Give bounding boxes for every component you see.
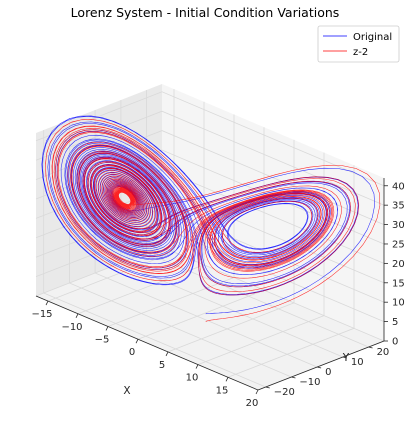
- x-tick-label: 5: [159, 360, 165, 371]
- x-tick-mark: [255, 389, 259, 395]
- y-tick-mark: [368, 346, 373, 349]
- y-tick-mark: [317, 366, 322, 369]
- grid-line-z: [35, 246, 385, 342]
- x-tick-label: −5: [95, 334, 110, 345]
- x-tick-label: 0: [129, 347, 135, 358]
- legend-box: [317, 25, 400, 63]
- series-line-z-2: [45, 119, 381, 322]
- chart-title: Lorenz System - Initial Condition Variat…: [71, 5, 340, 20]
- x-tick-mark: [225, 377, 229, 382]
- x-tick-mark: [105, 326, 109, 331]
- z-tick-label: 40: [392, 181, 405, 192]
- floor-pane: [36, 247, 384, 390]
- z-tick-label: 30: [392, 220, 405, 231]
- legend-label-z-2: z-2: [353, 47, 368, 58]
- z-tick-label: 5: [392, 317, 398, 328]
- y-tick-label: 0: [325, 367, 331, 378]
- x-tick-label: 10: [186, 373, 199, 384]
- grid-line-z: [35, 110, 385, 206]
- x-tick-label: −10: [61, 322, 82, 333]
- x-tick-mark: [45, 300, 49, 306]
- tick-labels: −15−10−505101520−20−10010200510152025303…: [31, 181, 404, 409]
- y-tick-mark: [265, 386, 270, 389]
- z-tick-label: 35: [392, 201, 405, 212]
- legend: Original z-2: [317, 25, 400, 63]
- legend-label-original: Original: [353, 32, 392, 43]
- x-tick-label: 20: [246, 398, 259, 409]
- x-tick-label: 15: [216, 385, 229, 396]
- back-pane: [162, 84, 384, 341]
- z-tick-label: 15: [392, 278, 405, 289]
- y-axis-line: [257, 340, 385, 391]
- y-tick-label: 10: [351, 357, 364, 368]
- y-axis-label: Y: [342, 352, 350, 364]
- y-tick-mark: [342, 356, 347, 359]
- z-tick-label: 25: [392, 239, 405, 250]
- x-tick-label: −15: [31, 309, 52, 320]
- x-tick-mark: [195, 364, 199, 369]
- x-tick-mark: [75, 313, 79, 318]
- y-tick-mark: [291, 376, 296, 379]
- x-tick-mark: [135, 339, 139, 344]
- z-tick-label: 20: [392, 259, 405, 270]
- x-axis-label: X: [123, 385, 130, 397]
- z-tick-label: 10: [392, 298, 405, 309]
- y-tick-label: 20: [377, 347, 390, 358]
- grid-line-z: [35, 91, 385, 187]
- y-tick-label: −20: [274, 387, 295, 398]
- x-axis-line: [35, 295, 259, 391]
- y-tick-label: −10: [299, 377, 320, 388]
- x-tick-mark: [165, 351, 169, 357]
- z-tick-label: 0: [392, 337, 398, 348]
- series-layer: [41, 115, 381, 322]
